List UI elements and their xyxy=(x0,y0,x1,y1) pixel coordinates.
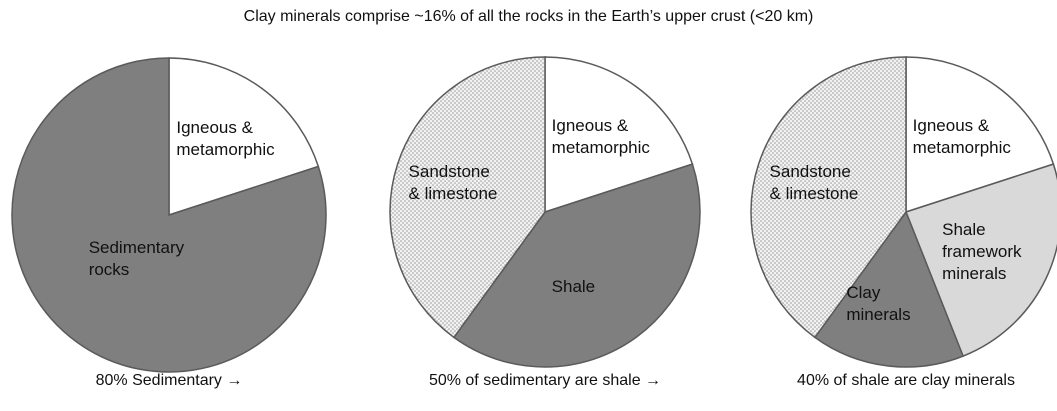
pie-slice xyxy=(813,210,965,368)
slice-label: Igneous & metamorphic xyxy=(176,117,275,159)
pie-slice xyxy=(750,56,907,339)
slice-label: Igneous & metamorphic xyxy=(551,115,650,157)
pie-slice xyxy=(389,56,546,339)
slice-label: Sandstone & limestone xyxy=(408,162,498,204)
caption: 50% of sedimentary are shale → xyxy=(428,372,662,389)
pie-slice xyxy=(905,163,1057,358)
pie-slice xyxy=(168,57,320,217)
title: Clay minerals comprise ~16% of all the r… xyxy=(243,8,814,25)
slice-label: Sedimentary rocks xyxy=(88,238,185,280)
slice-label: Clay minerals xyxy=(846,283,911,325)
pie-slice xyxy=(452,163,701,368)
slice-label: Sandstone & limestone xyxy=(769,162,859,204)
caption: 40% of shale are clay minerals xyxy=(797,372,1015,389)
pie-slice xyxy=(905,56,1055,214)
pie-slice xyxy=(11,57,327,373)
pie-slice xyxy=(544,56,694,214)
caption: 80% Sedimentary → xyxy=(95,372,243,389)
slice-label: Shale framework minerals xyxy=(942,219,1022,283)
slice-label: Shale xyxy=(551,277,596,297)
slice-label: Igneous & metamorphic xyxy=(912,115,1011,157)
